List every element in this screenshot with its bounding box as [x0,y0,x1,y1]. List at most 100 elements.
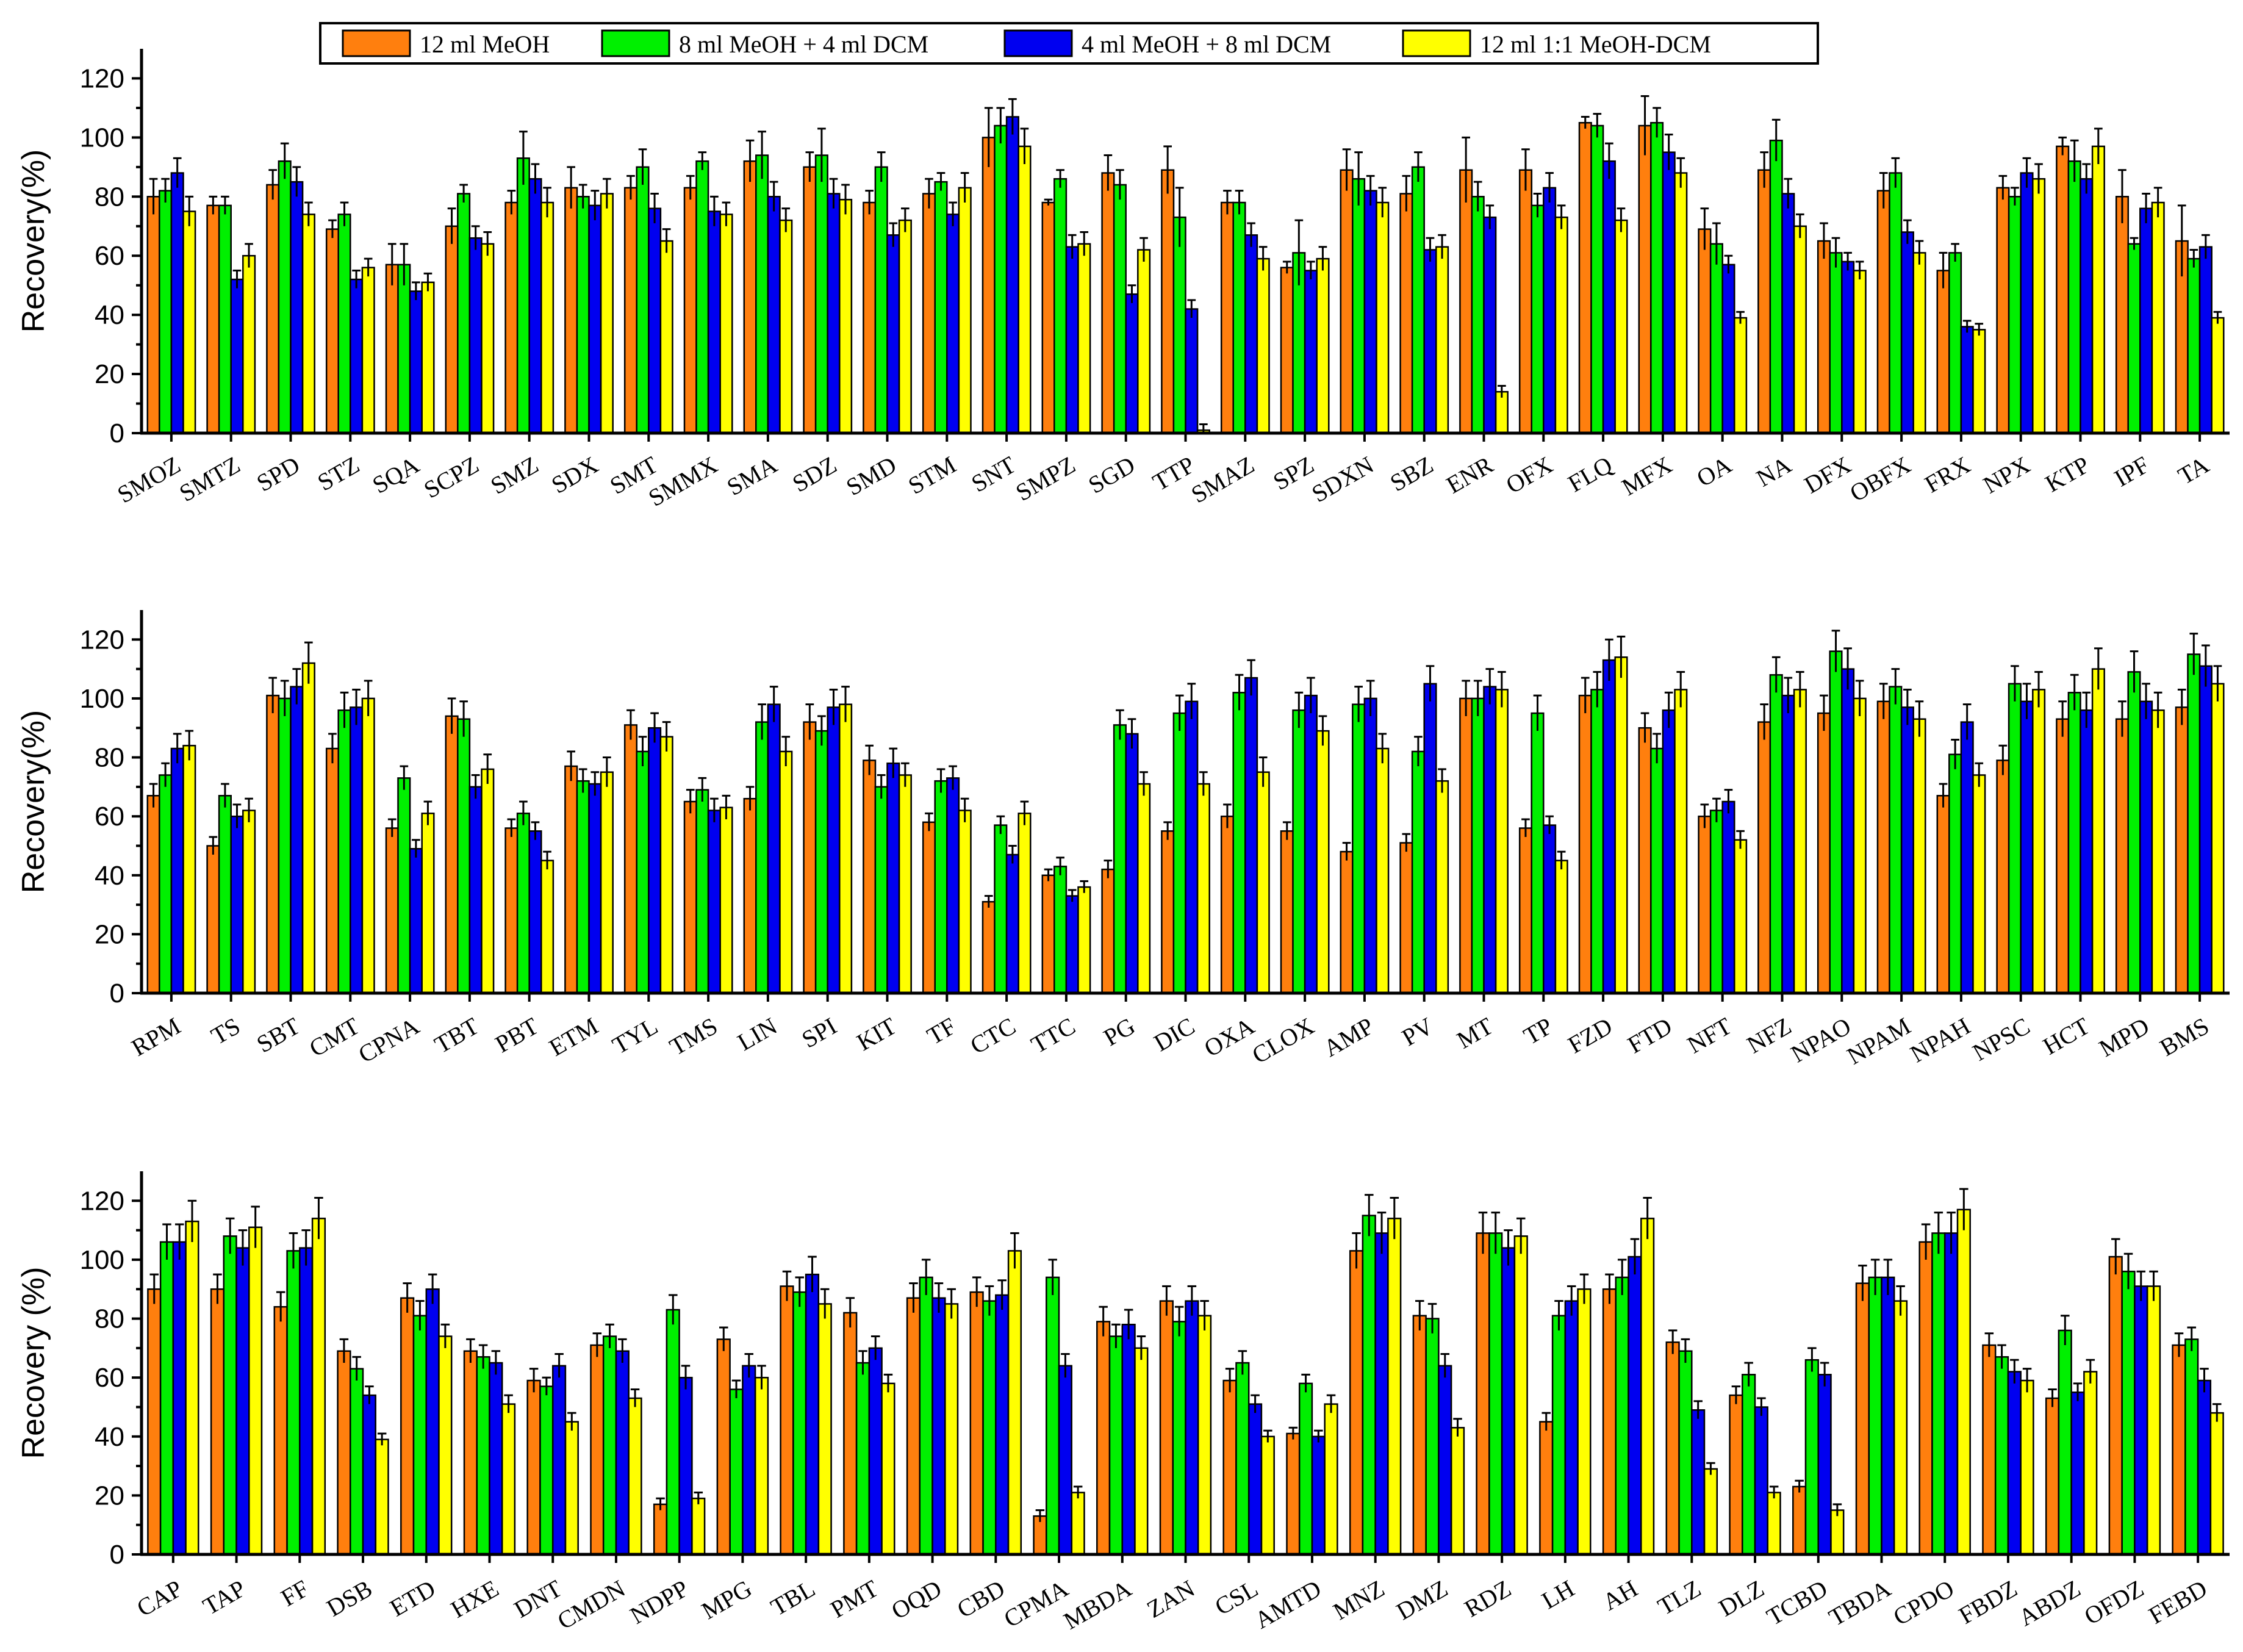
x-tick-label: SMMX [644,451,722,512]
x-tick-label: CTC [966,1012,1021,1060]
bar [1703,1468,1718,1556]
x-tick-label: DFX [1800,451,1856,499]
bar [1943,1232,1959,1556]
bar [1423,249,1437,434]
bar [1817,712,1831,994]
x-tick-label: BMS [2155,1012,2214,1061]
bar [2115,196,2130,434]
x-tick-label: DMZ [1391,1575,1452,1625]
bar [540,201,554,434]
bar [218,795,232,994]
bar [636,166,650,434]
bar [1982,1344,1997,1556]
bar [1017,813,1032,994]
x-tick-label: CLOX [1247,1012,1319,1069]
x-tick-label: SDX [547,451,603,499]
bar [242,810,256,994]
bar [982,1300,997,1556]
bar [223,1235,237,1556]
bar [1900,706,1914,994]
bar [1411,750,1425,994]
legend-label-0: 12 ml MeOH [420,31,550,58]
bar [863,201,877,434]
x-tick-label: TTC [1026,1012,1080,1059]
bar [2211,683,2225,994]
bar [1757,721,1771,994]
x-tick-label: DSB [322,1575,377,1622]
bar [421,813,435,994]
bar [159,774,173,994]
bar [653,1503,668,1556]
bar [539,1385,554,1556]
bar [409,290,423,434]
bar [1889,172,1903,434]
bar [425,1288,440,1556]
x-tick-label: SMOZ [113,451,185,509]
bar [1709,810,1723,994]
bar [2080,178,2094,434]
bar [1817,1374,1832,1556]
x-tick-label: FEBD [2144,1575,2212,1629]
bar [230,278,244,434]
bar [1352,703,1366,994]
bar [337,709,351,994]
bar [1196,783,1210,994]
bar [1185,700,1199,994]
bar [2184,1338,2199,1556]
bar [1602,1288,1617,1556]
bar [1893,1300,1908,1556]
bar [1235,1362,1250,1556]
x-tick-label: SCPZ [419,451,483,504]
bar [1352,178,1366,434]
bar [1564,1300,1579,1556]
bar [863,760,877,994]
bar [994,124,1008,434]
bar [1900,231,1914,434]
bar [2020,172,2034,434]
bar [1698,228,1712,434]
bar [743,160,757,434]
bar [1363,190,1377,434]
x-tick-label: SBZ [1385,451,1438,497]
bar [1734,317,1748,434]
bar [843,1312,858,1556]
y-tick-label: 0 [110,1540,124,1570]
bar [337,214,351,434]
bar [814,730,828,994]
bar [827,706,841,994]
bar [1316,730,1330,994]
bar [1793,225,1807,434]
bar [457,718,471,994]
bar [1936,795,1950,994]
bar [361,697,375,994]
bar [1769,674,1783,994]
bar [1450,1427,1465,1556]
bar [1425,1318,1440,1556]
y-tick-label: 0 [110,418,124,448]
bar [1172,1321,1186,1556]
bar [1256,257,1270,434]
bar [1734,839,1748,994]
bar [779,750,793,994]
bar [1960,326,1974,434]
x-tick-label: OFDZ [2080,1575,2148,1630]
x-tick-label: ETM [544,1012,603,1061]
y-tick-label: 20 [95,1481,124,1510]
bar [266,694,280,994]
bar [1876,700,1890,994]
bar [1046,1276,1060,1556]
x-tick-label: CPDO [1889,1575,1959,1631]
bar [1053,866,1068,994]
bar [1101,868,1115,994]
x-tick-label: TA [2173,451,2214,490]
bar [235,1247,250,1556]
bar [1829,650,1843,994]
x-tick-label: OA [1692,451,1737,492]
bar [729,1388,744,1556]
x-tick-label: SMAZ [1186,451,1259,509]
bar [1280,267,1294,434]
bar [1053,178,1068,434]
bar [1232,692,1246,994]
bar [588,783,602,994]
